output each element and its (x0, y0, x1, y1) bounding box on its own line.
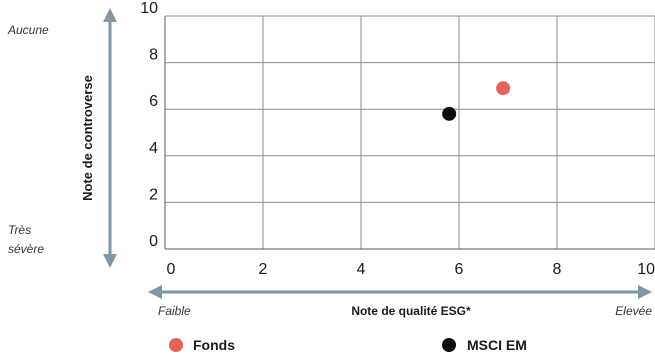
x-arrow-right-head (638, 285, 652, 299)
y-tick-label-8: 8 (149, 47, 158, 64)
y-low-range-label-line2: sévère (8, 242, 44, 256)
y-axis-title: Note de controverse (80, 75, 95, 201)
x-tick-label-0: 0 (167, 261, 176, 278)
x-low-range-label: Faible (158, 304, 191, 318)
y-tick-label-0: 0 (149, 233, 158, 250)
x-tick-label-10: 10 (637, 261, 655, 278)
y-tick-label-6: 6 (149, 93, 158, 110)
legend: Fonds MSCI EM (169, 337, 527, 353)
y-tick-label-10: 10 (140, 0, 158, 17)
plot-grid (164, 15, 655, 250)
x-high-range-label: Elevée (615, 304, 652, 318)
x-axis-title: Note de qualité ESG* (351, 304, 471, 318)
data-points (442, 81, 511, 121)
legend-marker-fonds (169, 338, 183, 352)
legend-label-fonds: Fonds (193, 337, 235, 353)
y-low-range-label-line1: Très (8, 223, 31, 237)
y-tick-label-2: 2 (149, 186, 158, 203)
x-tick-label-2: 2 (259, 261, 268, 278)
y-tick-labels: 0 2 4 6 8 10 (140, 0, 158, 250)
y-arrow-up-head (103, 8, 117, 22)
y-arrow-down-head (103, 254, 117, 268)
y-high-range-label: Aucune (7, 23, 49, 37)
x-tick-labels: 0 2 4 6 8 10 (167, 261, 655, 278)
legend-label-msci-em: MSCI EM (467, 337, 527, 353)
x-arrow-left-head (148, 285, 162, 299)
x-tick-label-4: 4 (357, 261, 366, 278)
x-tick-label-8: 8 (553, 261, 562, 278)
y-tick-label-4: 4 (149, 140, 158, 157)
data-point-fonds-0 (496, 81, 511, 96)
data-point-msci-em-0 (442, 106, 457, 121)
x-tick-label-6: 6 (455, 261, 464, 278)
legend-marker-msci-em (442, 338, 456, 352)
